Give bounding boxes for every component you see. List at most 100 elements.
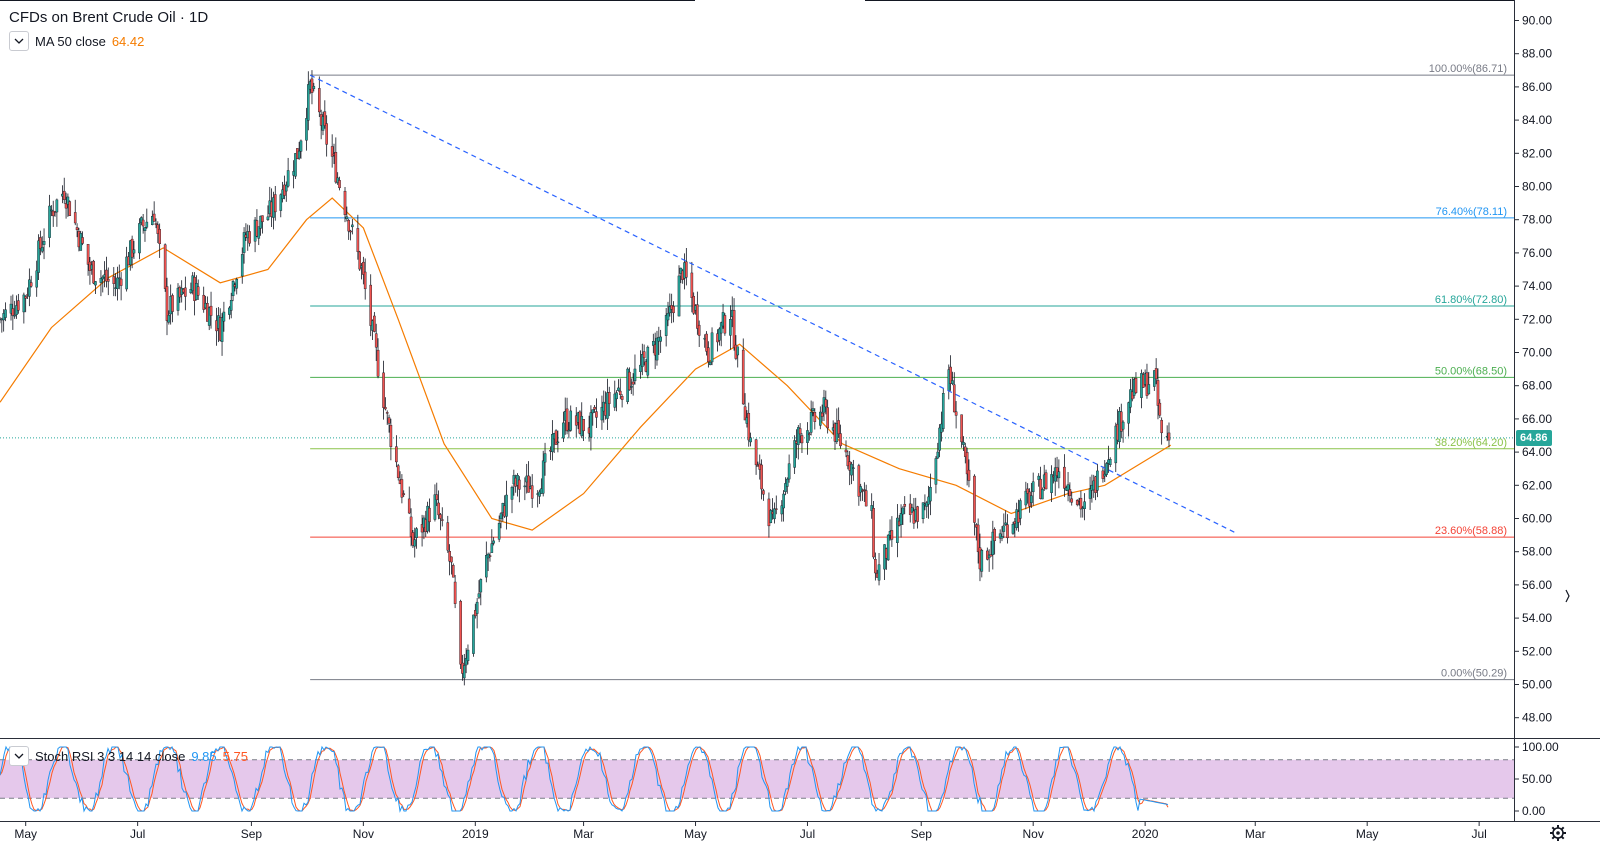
ma50-line bbox=[0, 197, 1172, 531]
candle-body bbox=[618, 390, 622, 395]
price-tick-label: 72.00 bbox=[1522, 312, 1552, 326]
candle-body bbox=[286, 170, 290, 187]
candle-body bbox=[220, 317, 224, 342]
price-axis[interactable]: 90.00 88.00 86.00 84.00 82.00 80.00 78.00 76.00… bbox=[1514, 14, 1552, 725]
candle-body bbox=[420, 524, 424, 533]
time-tick-label: May bbox=[14, 827, 37, 841]
candle-body bbox=[475, 601, 479, 614]
candle-body bbox=[202, 294, 206, 310]
candle-body bbox=[1044, 472, 1048, 490]
chevron-down-icon bbox=[14, 753, 24, 759]
ma-value: 64.42 bbox=[111, 33, 145, 49]
candle-body bbox=[952, 384, 956, 413]
trendline-layer[interactable] bbox=[309, 74, 1238, 534]
candle-body bbox=[852, 467, 855, 470]
candle-body bbox=[826, 407, 829, 429]
candle-body bbox=[1079, 497, 1083, 510]
candle-body bbox=[1024, 490, 1028, 506]
candle-body bbox=[820, 412, 824, 417]
candle-body bbox=[642, 351, 646, 359]
candle-body bbox=[413, 539, 417, 547]
candle-body bbox=[556, 441, 560, 444]
candle-body bbox=[1167, 432, 1171, 441]
dashed-trendline[interactable] bbox=[309, 74, 1238, 534]
candle-body bbox=[318, 88, 321, 113]
candle-body bbox=[1070, 498, 1074, 503]
time-tick-label: 2020 bbox=[1132, 827, 1159, 841]
candle-body bbox=[485, 555, 488, 578]
price-tick-label: 48.00 bbox=[1522, 711, 1552, 725]
candle-body bbox=[785, 478, 789, 487]
stoch-legend[interactable]: Stoch RSI 3 3 14 14 close 9.85 5.75 bbox=[9, 746, 248, 766]
candle-body bbox=[769, 510, 773, 524]
price-tick-label: 78.00 bbox=[1522, 213, 1552, 227]
candle-body bbox=[48, 205, 51, 238]
candle-body bbox=[1063, 466, 1066, 489]
candles bbox=[0, 70, 1171, 686]
time-axis[interactable]: May Jul Sep Nov 2019 Mar May Jul Sep Nov 2020 Mar Ma… bbox=[14, 822, 1487, 841]
candle-body bbox=[1121, 421, 1125, 430]
candle-body bbox=[620, 396, 624, 400]
candle-body bbox=[259, 215, 262, 229]
candle-body bbox=[562, 422, 565, 439]
candle-body bbox=[741, 349, 745, 405]
candle-body bbox=[284, 184, 288, 192]
candle-body bbox=[916, 506, 919, 522]
price-tick-label: 76.00 bbox=[1522, 246, 1552, 260]
candle-body bbox=[747, 412, 751, 441]
candle-body bbox=[450, 556, 453, 563]
candle-body bbox=[615, 392, 618, 400]
candle-body bbox=[1088, 488, 1092, 499]
candle-body bbox=[229, 300, 233, 311]
candle-body bbox=[349, 230, 352, 233]
candle-body bbox=[228, 307, 231, 315]
candle-body bbox=[231, 281, 235, 297]
candle-body bbox=[17, 300, 20, 311]
fibonacci-retracement[interactable]: 100.00%(86.71) 76.40%(78.11) 61.80%(72.80)… bbox=[0, 63, 1514, 681]
stoch-tick-label: 50.00 bbox=[1522, 772, 1552, 786]
candle-body bbox=[965, 452, 969, 475]
candle-body bbox=[40, 247, 44, 252]
collapse-legend-button[interactable] bbox=[9, 31, 29, 51]
candle-body bbox=[1158, 402, 1162, 416]
candle-body bbox=[685, 261, 688, 278]
candle-body bbox=[209, 305, 213, 316]
candle-body bbox=[589, 412, 593, 438]
price-tick-label: 74.00 bbox=[1522, 279, 1552, 293]
candle-body bbox=[184, 287, 187, 297]
candle-body bbox=[1096, 470, 1099, 491]
candle-body bbox=[382, 372, 385, 408]
candle-body bbox=[1031, 481, 1035, 493]
candle-body bbox=[240, 254, 244, 277]
settings-gear-icon[interactable] bbox=[1550, 825, 1566, 841]
candle-body bbox=[796, 427, 800, 445]
candle-body bbox=[510, 486, 514, 500]
collapse-stoch-legend-button[interactable] bbox=[9, 746, 29, 766]
candle-body bbox=[81, 237, 84, 244]
candle-body bbox=[991, 531, 995, 555]
candle-body bbox=[1006, 524, 1009, 539]
candle-body bbox=[1147, 384, 1151, 395]
time-tick-label: Jul bbox=[800, 827, 815, 841]
price-tick-label: 66.00 bbox=[1522, 412, 1552, 426]
candle-body bbox=[864, 490, 868, 507]
scroll-handle-icon[interactable] bbox=[1565, 589, 1570, 603]
candle-body bbox=[42, 241, 46, 245]
candle-body bbox=[477, 593, 481, 598]
ma-legend[interactable]: MA 50 close 64.42 bbox=[9, 31, 144, 51]
candle-body bbox=[117, 277, 121, 279]
price-tick-label: 86.00 bbox=[1522, 80, 1552, 94]
price-tick-label: 82.00 bbox=[1522, 146, 1552, 160]
price-tick-label: 64.00 bbox=[1522, 445, 1552, 459]
candle-body bbox=[910, 507, 914, 513]
candle-body bbox=[527, 475, 530, 493]
candle-body bbox=[886, 534, 890, 561]
price-tick-label: 80.00 bbox=[1522, 180, 1552, 194]
candle-body bbox=[1114, 425, 1118, 464]
candle-body bbox=[490, 543, 494, 553]
fib-level-label: 76.40%(78.11) bbox=[1436, 206, 1507, 218]
candle-body bbox=[101, 276, 105, 280]
candle-body bbox=[466, 649, 470, 661]
price-tick-label: 68.00 bbox=[1522, 379, 1552, 393]
